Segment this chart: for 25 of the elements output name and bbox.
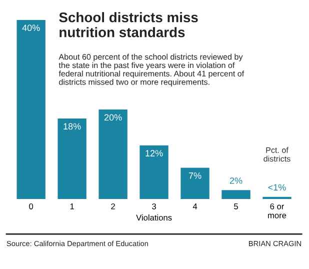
data-label: <1% [268, 184, 286, 191]
x-tick-label: 2 [111, 203, 115, 210]
x-tick-label: 0 [29, 203, 34, 210]
x-tick-label: 3 [152, 203, 156, 210]
data-label: 12% [146, 150, 163, 156]
chart-title: School districts miss nutrition standards [59, 12, 198, 38]
bar [16, 20, 46, 200]
data-label: 7% [188, 172, 202, 179]
bar [180, 168, 210, 200]
bar [140, 145, 168, 200]
x-tick-label: 4 [192, 204, 198, 210]
data-label: 40% [22, 24, 40, 32]
bar [262, 196, 292, 200]
x-tick-label: 5 [234, 204, 238, 210]
bar [58, 118, 86, 200]
x-tick-label: 6 or more [268, 203, 286, 218]
text: About 60 percent of the school districts reviewed by the state in the past five years were in violation of federal nutritional requirements. About 41 percent of districts missed two or more requirements. [58, 54, 244, 86]
data-label: 18% [64, 123, 81, 130]
x-tick-label: 1 [70, 204, 74, 210]
data-label: 2% [230, 177, 242, 184]
x-axis-title: Violations [136, 214, 172, 221]
data-label: 20% [104, 114, 122, 121]
bar [98, 109, 128, 200]
annotation: Pct. of districts [264, 147, 290, 162]
bar [222, 190, 250, 200]
